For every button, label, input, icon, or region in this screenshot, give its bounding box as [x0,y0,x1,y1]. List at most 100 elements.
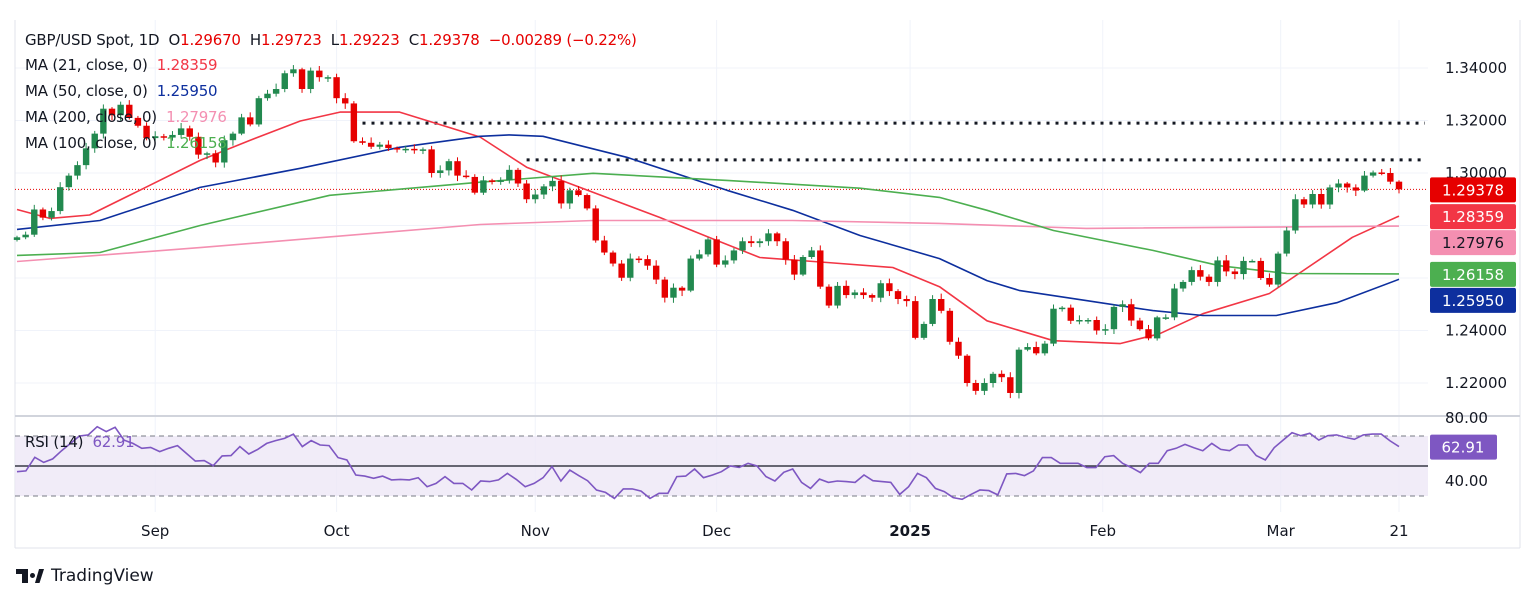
candle [635,256,643,263]
rsi-tag-value: 62.91 [1442,439,1485,457]
candle [359,137,366,145]
candle [1352,184,1360,197]
candle-body [1205,276,1213,282]
candle [678,286,686,297]
candle-body [402,148,409,151]
candle [264,89,271,101]
candle-body [91,133,98,149]
candle-body [523,183,530,200]
candle-body [1274,253,1282,285]
candle-body [22,234,29,238]
candle-body [445,161,453,171]
legend-ma-50[interactable]: MA (50, close, 0) 1.25950 [25,82,218,100]
candle [877,280,884,303]
candle-body [704,239,712,255]
legend-rsi[interactable]: RSI (14) 62.91 [25,433,135,451]
candle-body [65,175,73,188]
candle-body [385,144,392,149]
candle-body [635,258,643,261]
candle [722,255,729,268]
candle [1309,190,1316,209]
candle [445,158,453,176]
candle [160,133,168,141]
candle-body [152,136,159,139]
price-tag-bg [1430,204,1516,230]
candle-body [661,279,669,298]
candle-body [644,259,651,266]
candle [203,151,211,160]
candle-body [48,211,55,218]
candle [1326,184,1334,209]
candle [1248,259,1256,263]
legend-ma-21[interactable]: MA (21, close, 0) 1.28359 [25,56,218,74]
legend-ma-200[interactable]: MA (200, close, 0) 1.27976 [25,108,227,126]
candle [82,142,90,170]
candle [1240,256,1247,280]
candle [1231,268,1239,280]
candle-body [359,141,366,143]
candle-body [117,104,124,116]
candle [437,165,444,178]
candle-body [1197,270,1204,277]
candle [56,182,64,215]
candle-body [670,287,677,298]
legend-ma-100[interactable]: MA (100, close, 0) 1.26158 [25,134,227,152]
candle-body [1093,320,1100,331]
candle [186,125,193,141]
candle-body [212,153,219,163]
candle-body [1309,194,1316,205]
candle [195,132,202,159]
candle-body [56,187,64,212]
candle [462,170,470,179]
candle [324,75,332,82]
candle-body [946,310,954,342]
candle [1214,256,1221,287]
tradingview-logo[interactable]: TradingView [16,566,154,586]
axes[interactable]: 1.340001.320001.300001.240001.2200080.00… [141,59,1507,540]
candle-body [860,292,867,296]
candle [1197,265,1204,281]
candle [765,229,772,246]
ma-label: MA (21, close, 0) [25,56,148,74]
candle-body [195,136,202,155]
price-axis-label: 1.24000 [1445,322,1507,340]
open-label: O [168,31,181,49]
candle [1145,324,1152,341]
candle [1179,279,1187,292]
symbol-title[interactable]: GBP/USD Spot, 1D [25,31,160,49]
candle [825,284,833,309]
candle [575,186,582,197]
candle [713,235,720,268]
candle-body [100,108,107,134]
candle [912,296,919,340]
candle-body [134,117,142,126]
candle-body [1033,347,1040,354]
candle [419,147,427,155]
candle [48,207,55,221]
rsi-pane [15,425,1428,501]
candle-body [221,140,228,163]
candle-body [298,69,306,89]
candle [929,295,936,327]
candle-body [912,301,919,338]
candle [22,231,29,240]
candle [782,238,789,265]
candle [557,175,565,209]
candle-body [1110,306,1118,330]
candle [903,295,910,307]
candle [592,205,599,243]
candle-body [488,180,496,182]
candle [212,150,219,168]
candle [1007,372,1014,399]
candle-body [1015,349,1023,393]
high-label: H [249,31,261,49]
candle-body [1300,199,1308,205]
candle-body [1171,288,1178,318]
candle [1119,300,1126,313]
candle [350,101,358,143]
candle [981,378,988,396]
candle-body [1214,260,1221,282]
price-tag: 1.27976 [1430,230,1516,256]
candle-body [1058,307,1066,310]
